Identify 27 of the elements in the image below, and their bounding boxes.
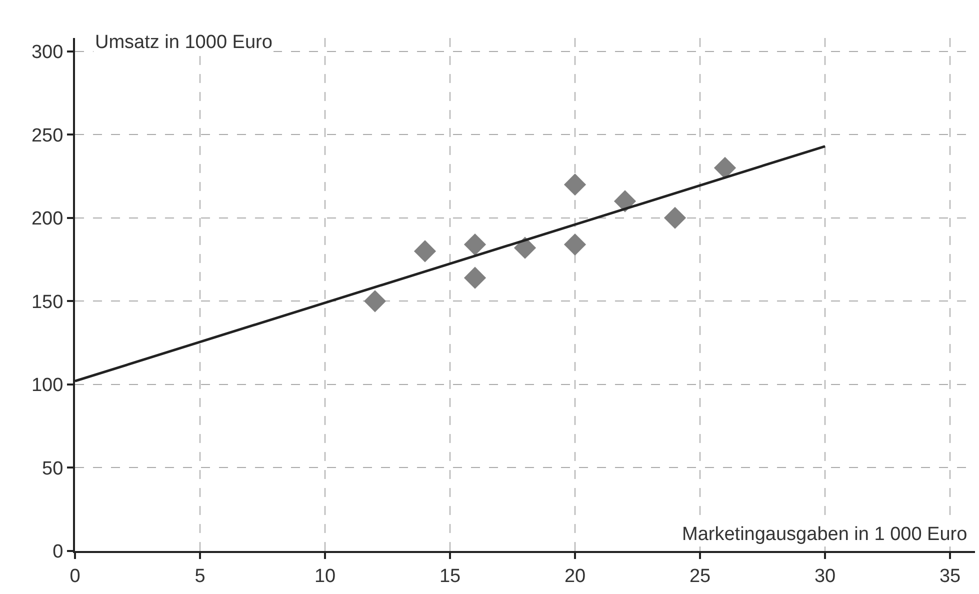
y-tick-label: 100 xyxy=(31,375,64,396)
x-tick-label: 35 xyxy=(939,566,961,587)
point xyxy=(564,233,586,256)
x-axis-title: Marketingausgaben in 1 000 Euro xyxy=(682,524,968,545)
y-axis-title: Umsatz in 1000 Euro xyxy=(95,32,272,53)
y-tick-label: 200 xyxy=(31,208,64,230)
y-tick-label: 300 xyxy=(31,42,64,63)
x-tick-label: 20 xyxy=(564,566,586,587)
point xyxy=(664,206,686,229)
y-tick-label: 150 xyxy=(31,292,64,313)
point xyxy=(564,174,586,196)
point xyxy=(364,290,386,312)
y-tick-label: 0 xyxy=(52,542,64,563)
point xyxy=(514,236,536,259)
x-tick-label: 25 xyxy=(689,566,711,587)
x-tick-label: 0 xyxy=(70,566,80,587)
y-tick-label: 250 xyxy=(31,125,64,146)
x-tick-label: 5 xyxy=(194,566,206,587)
y-tick-label: 50 xyxy=(42,458,64,480)
point xyxy=(464,266,486,289)
point xyxy=(614,190,636,212)
point xyxy=(464,233,486,256)
point xyxy=(714,156,736,179)
x-tick-label: 10 xyxy=(314,566,336,587)
point xyxy=(414,240,436,262)
x-tick-label: 30 xyxy=(814,566,836,587)
x-tick-label: 15 xyxy=(439,566,461,587)
